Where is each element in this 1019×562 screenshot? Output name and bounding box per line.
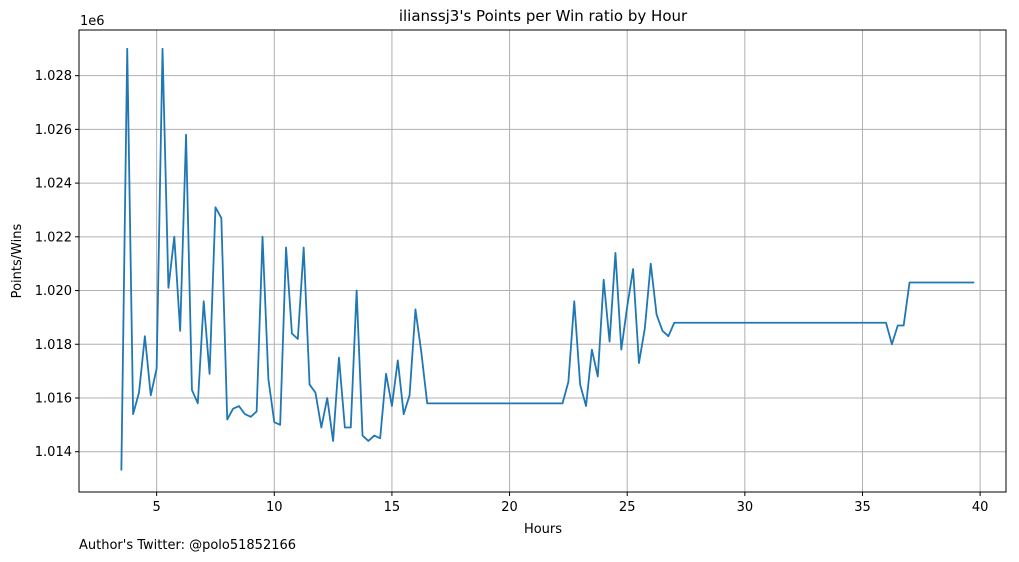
x-axis-ticks: 5 10 15 20 25 30 35 40	[153, 492, 989, 515]
x-tick-label: 5	[153, 500, 161, 515]
series-lines	[120, 47, 975, 471]
y-tick-label: 1.026	[35, 123, 72, 138]
x-tick-label: 35	[854, 500, 871, 515]
y-tick-label: 1.028	[35, 69, 72, 84]
x-tick-label: 25	[619, 500, 636, 515]
x-tick-label: 15	[384, 500, 401, 515]
y-tick-label: 1.018	[35, 338, 72, 353]
series-line	[120, 47, 975, 471]
grid-lines	[79, 30, 1006, 492]
x-axis-label: Hours	[524, 522, 562, 537]
x-tick-label: 20	[501, 500, 518, 515]
y-axis-ticks: 1.014 1.016 1.018 1.020 1.022 1.024 1.026 1.028	[35, 69, 79, 460]
y-tick-label: 1.024	[35, 177, 72, 192]
y-tick-label: 1.014	[35, 445, 72, 460]
chart-title: ilianssj3's Points per Win ratio by Hour	[399, 7, 688, 25]
plot-frame	[78, 29, 1007, 493]
y-tick-label: 1.020	[35, 284, 72, 299]
y-tick-label: 1.016	[35, 391, 72, 406]
y-offset-label: 1e6	[80, 14, 105, 29]
author-twitter: Author's Twitter: @polo51852166	[79, 538, 297, 553]
x-tick-label: 40	[972, 500, 989, 515]
y-axis-label: Points/Wins	[10, 223, 25, 298]
x-tick-label: 10	[266, 500, 283, 515]
y-tick-label: 1.022	[35, 230, 72, 245]
x-tick-label: 30	[737, 500, 754, 515]
